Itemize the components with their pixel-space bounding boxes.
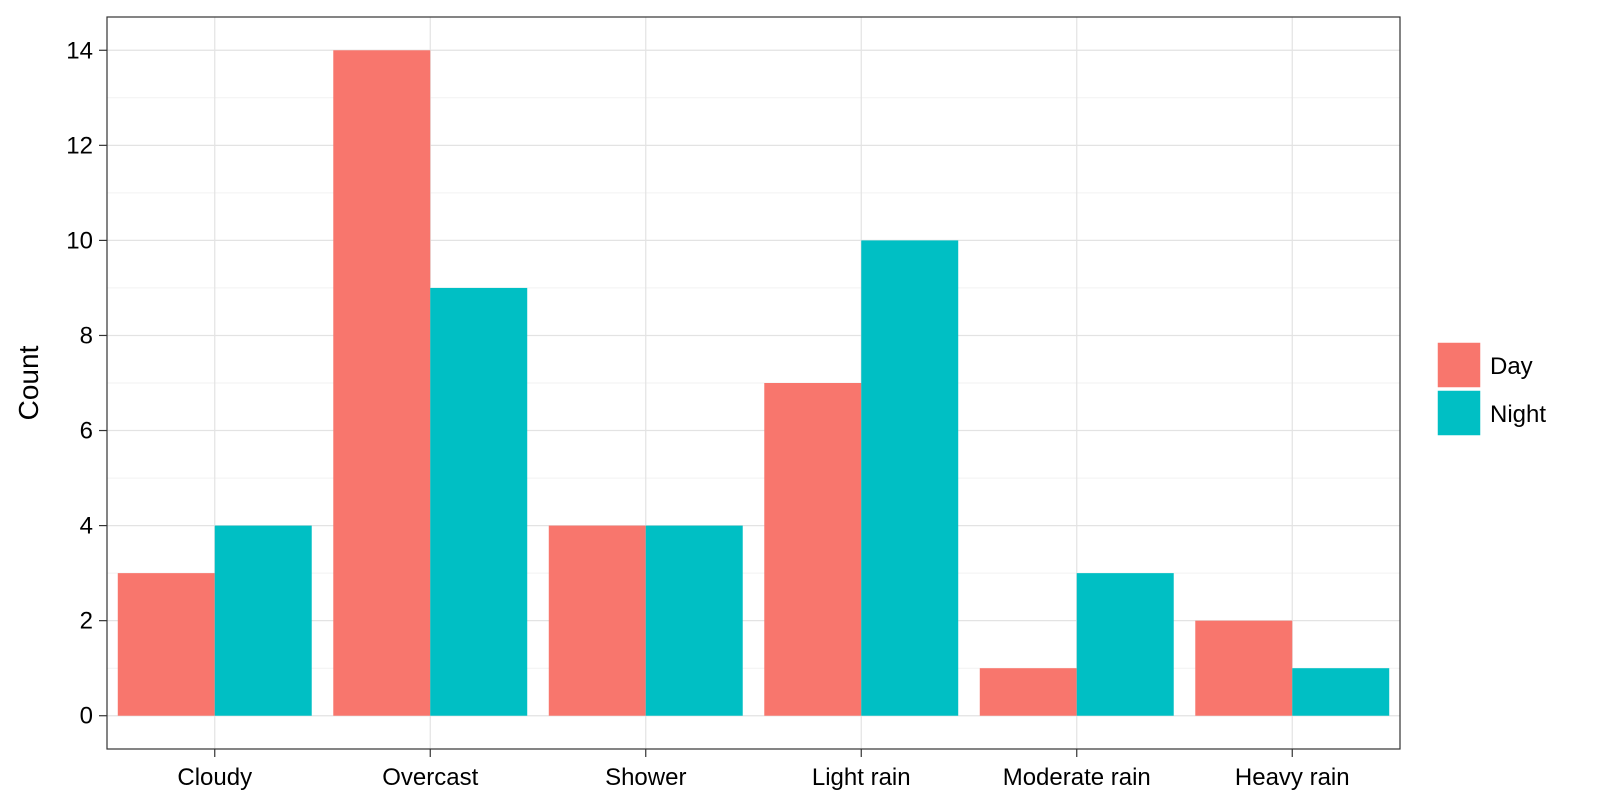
x-tick-label: Cloudy [177, 764, 252, 791]
legend-swatch-night [1436, 389, 1482, 437]
x-tick-label: Moderate rain [1003, 764, 1151, 791]
bars [117, 50, 1390, 716]
y-axis-title: Count [13, 345, 44, 420]
bar-night-heavy-rain [1292, 668, 1390, 716]
x-tick-label: Light rain [812, 764, 911, 791]
y-tick-label: 6 [80, 418, 93, 445]
plot-panel-border [106, 16, 1401, 750]
bar-day-cloudy [117, 573, 215, 716]
bar-night-cloudy [214, 525, 312, 716]
y-tick-label: 10 [66, 227, 93, 254]
grid-lines [107, 17, 1400, 749]
bar-night-light-rain [861, 240, 959, 716]
bar-night-overcast [430, 287, 528, 716]
legend-label-day: Day [1490, 353, 1533, 380]
legend: Day Night [1435, 340, 1546, 438]
x-tick-label: Shower [605, 764, 686, 791]
legend-label-night: Night [1490, 401, 1546, 428]
y-tick-label: 2 [80, 608, 93, 635]
x-axis: Cloudy Overcast Shower Light rain Moderate r… [177, 749, 1350, 791]
bar-night-moderate-rain [1076, 573, 1174, 716]
y-tick-label: 8 [80, 322, 93, 349]
y-tick-label: 4 [80, 513, 93, 540]
x-tick-label: Heavy rain [1235, 764, 1350, 791]
bar-day-heavy-rain [1195, 620, 1293, 716]
y-tick-label: 0 [80, 703, 93, 730]
bar-night-shower [645, 525, 743, 716]
y-tick-label: 14 [66, 37, 93, 64]
bar-day-moderate-rain [979, 668, 1077, 716]
y-tick-label: 12 [66, 132, 93, 159]
bar-day-light-rain [764, 383, 862, 716]
legend-swatch-day [1436, 341, 1482, 389]
x-tick-label: Overcast [382, 764, 478, 791]
y-axis: 0 2 4 6 8 10 12 14 [66, 37, 107, 730]
bar-day-overcast [333, 50, 431, 716]
bar-day-shower [548, 525, 646, 716]
